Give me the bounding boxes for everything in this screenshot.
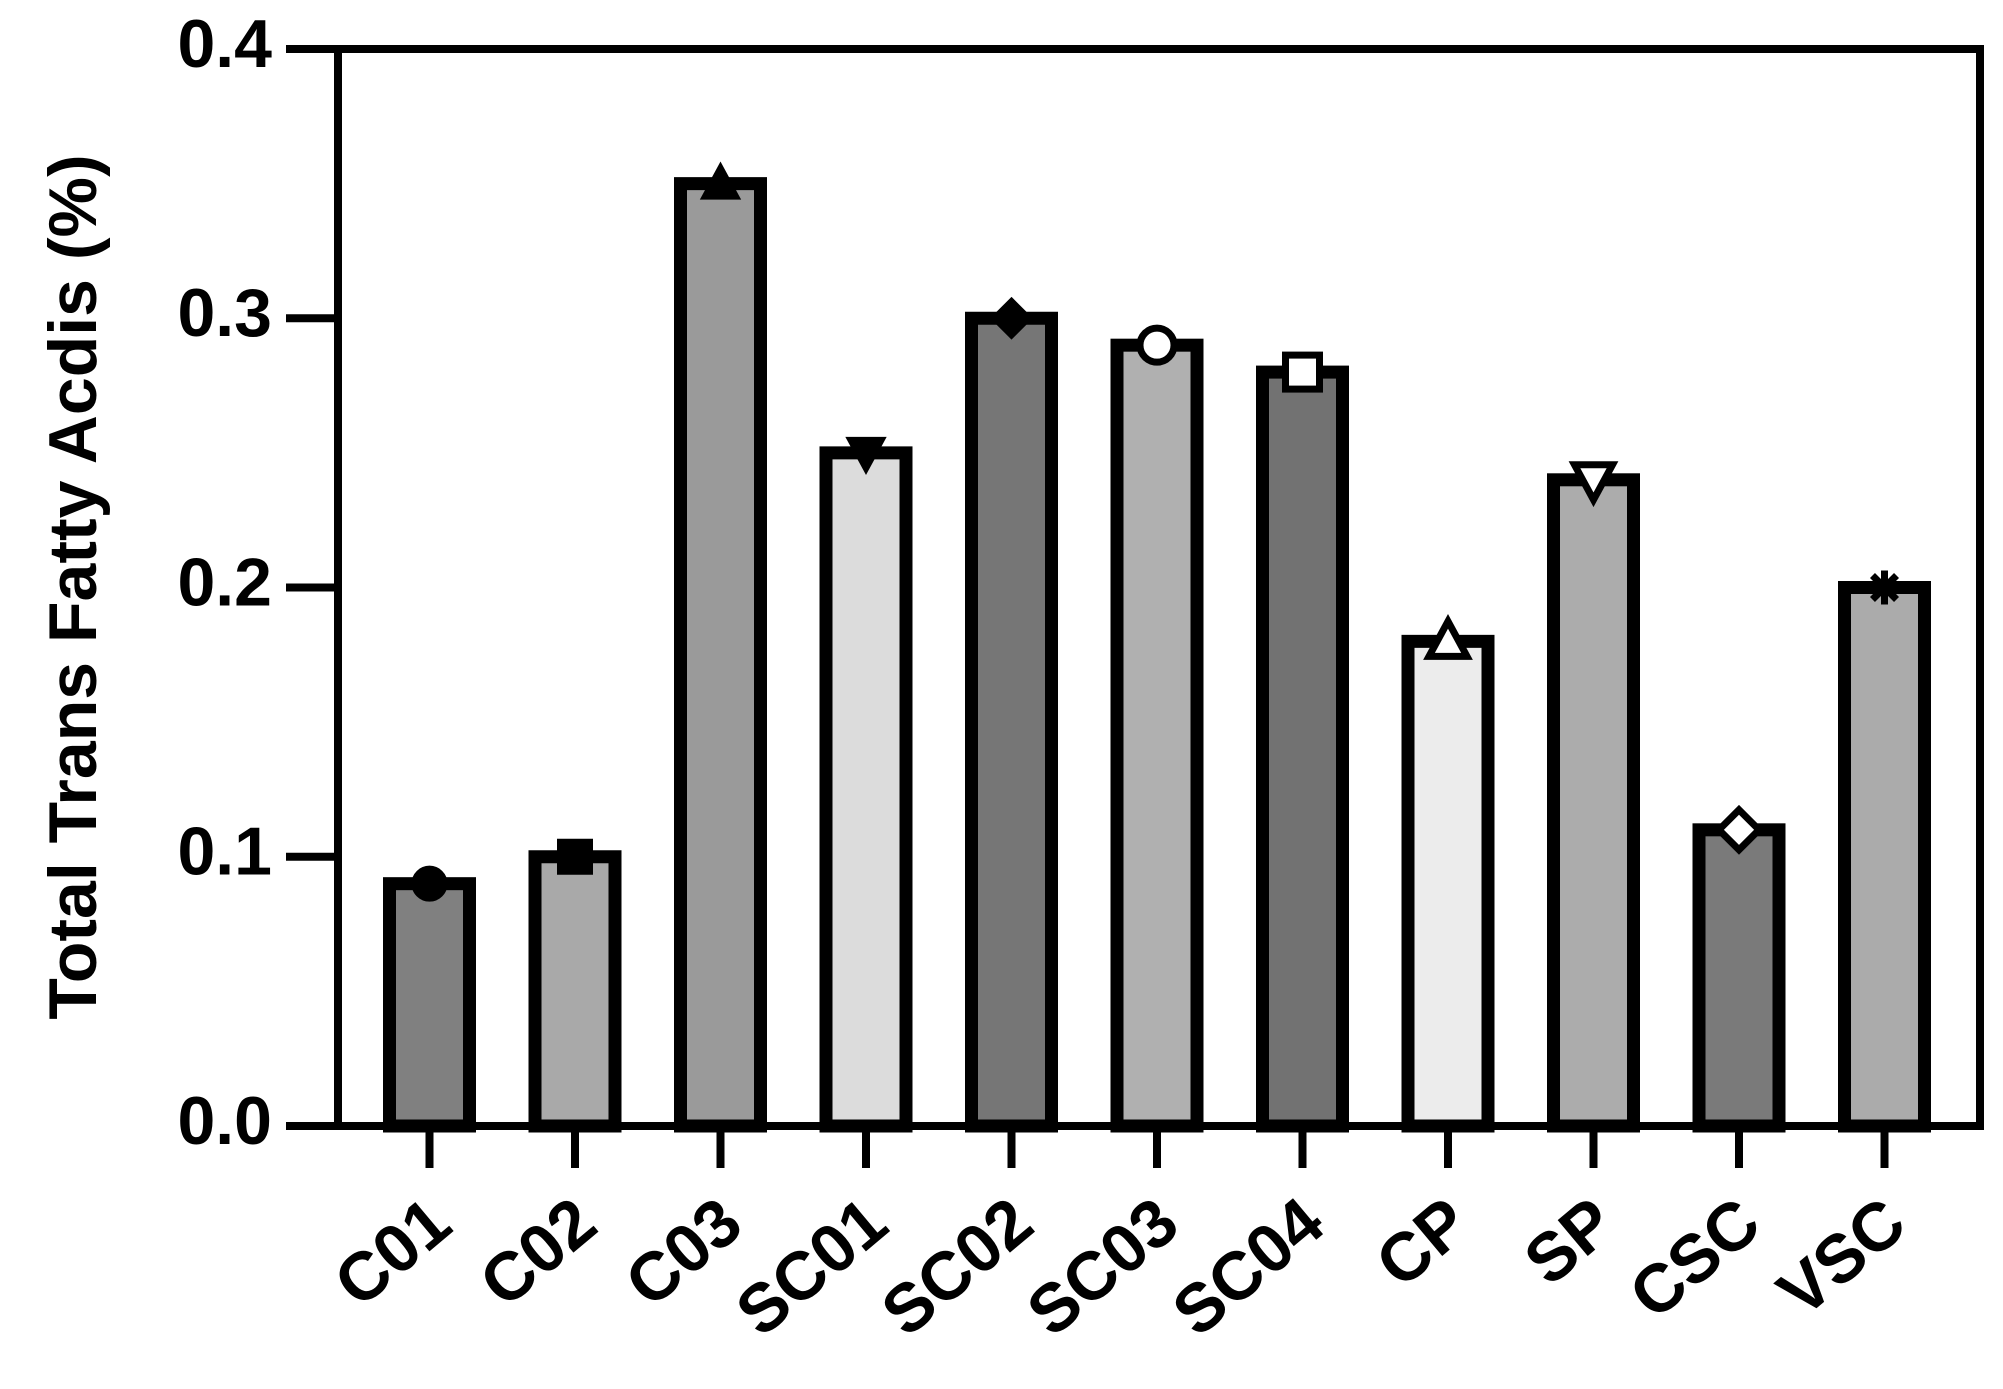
x-tick-label: SC04 (1159, 1183, 1338, 1351)
x-tick-label: CSC (1615, 1183, 1774, 1334)
marker (411, 865, 448, 902)
bar (1110, 338, 1204, 1133)
x-tick-label: C01 (320, 1183, 464, 1321)
bar (1692, 823, 1786, 1133)
marker (1714, 804, 1764, 855)
x-tick-label: SC03 (1013, 1183, 1192, 1351)
marker (699, 161, 742, 200)
bar (1838, 581, 1931, 1133)
marker (1423, 614, 1473, 660)
y-tick-label: 0.0 (177, 1083, 272, 1159)
marker (990, 296, 1033, 340)
y-axis-label: Total Trans Fatty Acdis (%) (35, 154, 111, 1019)
x-tick-label: VSC (1764, 1183, 1920, 1331)
marker (1867, 570, 1902, 605)
marker (1568, 461, 1619, 508)
y-tick-label: 0.4 (177, 6, 272, 82)
bar (1401, 634, 1495, 1133)
marker (557, 838, 593, 875)
x-tick-label: SC01 (722, 1183, 901, 1351)
marker (1136, 324, 1178, 366)
bar (965, 311, 1058, 1133)
bar (383, 877, 476, 1133)
y-tick-label: 0.1 (177, 814, 272, 890)
bar (528, 850, 622, 1133)
x-tick-label: SC02 (868, 1183, 1047, 1351)
marker-stroke (1870, 573, 1899, 602)
x-tick-label: C02 (466, 1183, 610, 1321)
y-tick-label: 0.3 (177, 275, 272, 351)
bar (819, 446, 913, 1133)
y-tick-label: 0.2 (177, 544, 272, 620)
x-tick-label: SP (1510, 1183, 1628, 1300)
bar (674, 177, 767, 1133)
x-tick-label: CP (1362, 1183, 1483, 1302)
bar (1547, 473, 1640, 1133)
marker (845, 436, 887, 475)
bar (1256, 365, 1349, 1133)
marker (1282, 351, 1323, 393)
